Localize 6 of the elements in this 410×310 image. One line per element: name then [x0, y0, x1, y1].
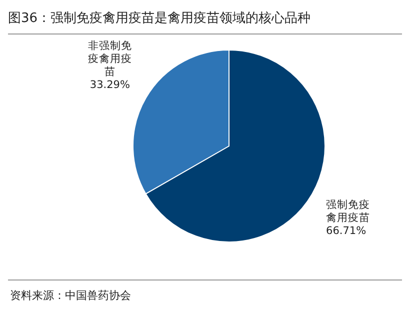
data-label: 33.29%: [90, 79, 130, 92]
text: 资料来源：中国兽药协会: [10, 289, 131, 302]
slice-label: 非强制免疫禽用疫苗: [88, 39, 132, 78]
data-label: 66.71%: [326, 224, 366, 237]
chart-title: 图36：强制免疫禽用疫苗是禽用疫苗领域的核心品种: [8, 10, 311, 26]
slice-label: 强制免疫禽用疫苗: [326, 198, 370, 224]
